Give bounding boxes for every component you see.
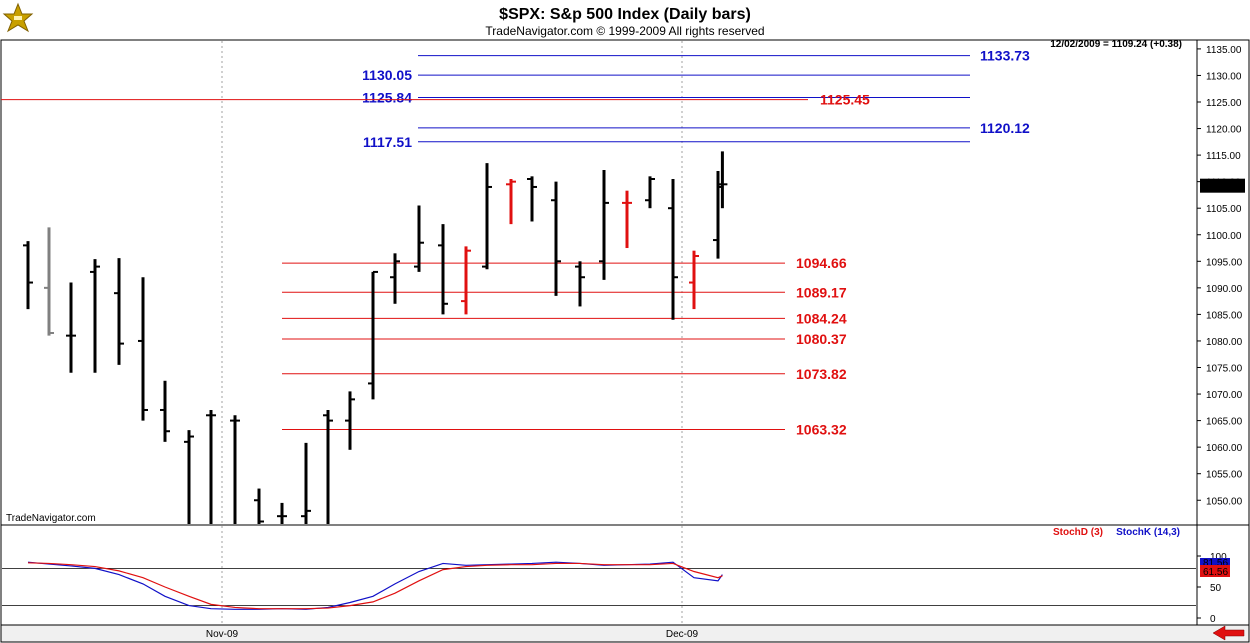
ohlc-bar bbox=[575, 261, 585, 307]
last-price-label: 1109.24 bbox=[1203, 182, 1239, 193]
price-readout: 12/02/2009 = 1109.24 (+0.38) bbox=[1050, 39, 1182, 50]
stoch-axis-tick-label: 0 bbox=[1210, 614, 1216, 625]
ohlc-bar bbox=[461, 246, 471, 315]
ohlc-bar bbox=[645, 176, 655, 209]
price-bars bbox=[23, 151, 728, 524]
price-level-label: 1130.05 bbox=[362, 67, 412, 83]
scroll-left-arrow-icon[interactable] bbox=[1212, 625, 1245, 641]
price-level-label: 1063.32 bbox=[796, 422, 847, 438]
ohlc-bar bbox=[482, 163, 492, 270]
ohlc-bar bbox=[622, 190, 632, 249]
ohlc-bar bbox=[44, 227, 54, 336]
price-axis-tick-label: 1090.00 bbox=[1206, 284, 1243, 295]
ohlc-bar bbox=[414, 205, 424, 272]
price-level-label: 1094.66 bbox=[796, 255, 847, 271]
ohlc-bar bbox=[438, 224, 448, 315]
ohlc-bar bbox=[668, 178, 678, 320]
ohlc-bar bbox=[206, 409, 216, 524]
last-price-marker: 1109.24 bbox=[1200, 178, 1245, 193]
ohlc-bar bbox=[345, 391, 355, 450]
price-axis-panel bbox=[1196, 39, 1250, 526]
date-axis: Nov-09 Dec-09 bbox=[206, 629, 699, 640]
price-axis-tick-label: 1115.00 bbox=[1206, 151, 1241, 162]
ohlc-bar bbox=[66, 282, 76, 373]
price-level-label: 1073.82 bbox=[796, 366, 847, 382]
stochk-value-label: 81.56 bbox=[1203, 558, 1228, 569]
chart-frame bbox=[0, 39, 1198, 526]
price-axis-tick-label: 1095.00 bbox=[1206, 257, 1243, 268]
ohlc-bar bbox=[527, 176, 537, 222]
watermark: TradeNavigator.com bbox=[6, 513, 96, 524]
price-level-label: 1125.84 bbox=[362, 90, 412, 106]
chart-title: $SPX: S&p 500 Index (Daily bars) bbox=[499, 6, 751, 23]
price-axis-tick-label: 1080.00 bbox=[1206, 337, 1243, 348]
price-level-label: 1080.37 bbox=[796, 331, 847, 347]
price-level-label: 1084.24 bbox=[796, 310, 847, 326]
ohlc-bar bbox=[23, 241, 33, 310]
stochd-line bbox=[27, 562, 723, 610]
price-axis-tick-label: 1120.00 bbox=[1206, 125, 1242, 136]
price-axis-tick-label: 1050.00 bbox=[1206, 496, 1243, 507]
price-axis-tick-label: 1055.00 bbox=[1206, 470, 1243, 481]
price-axis-tick-label: 1060.00 bbox=[1206, 443, 1243, 454]
ohlc-bar bbox=[551, 181, 561, 296]
price-level-label: 1125.45 bbox=[820, 92, 870, 108]
price-axis-tick-label: 1085.00 bbox=[1206, 310, 1243, 321]
date-axis-panel bbox=[0, 624, 1250, 643]
stoch-d-legend: StochD (3) bbox=[1053, 527, 1103, 538]
date-gridlines bbox=[221, 41, 683, 624]
stochd-value-label: 61.56 bbox=[1203, 567, 1228, 578]
stochd-value-box bbox=[1200, 565, 1230, 577]
ohlc-bar bbox=[138, 277, 148, 421]
stochk-value-box bbox=[1200, 558, 1230, 567]
ohlc-bar bbox=[506, 178, 516, 225]
price-levels: 1133.73 1130.05 1125.84 1120.12 1117.51 1125.… bbox=[1, 48, 1030, 438]
stoch-frame bbox=[0, 524, 1198, 626]
stoch-axis: 100 50 0 bbox=[1197, 552, 1227, 625]
stoch-axis-tick-label: 100 bbox=[1210, 552, 1227, 563]
ohlc-bar bbox=[230, 415, 240, 524]
date-axis-tick-label: Nov-09 bbox=[206, 629, 239, 640]
last-price-box bbox=[1200, 178, 1245, 193]
date-axis-tick-label: Dec-09 bbox=[666, 629, 699, 640]
price-axis-tick-label: 1135.00 bbox=[1206, 45, 1242, 56]
ohlc-bar bbox=[114, 258, 124, 365]
ohlc-bar bbox=[277, 502, 287, 524]
ohlc-bar bbox=[184, 430, 194, 524]
price-level-label: 1089.17 bbox=[796, 284, 847, 300]
stoch-value-markers: 81.56 61.56 bbox=[1200, 558, 1230, 578]
ohlc-bar bbox=[160, 380, 170, 442]
chart-subtitle: TradeNavigator.com © 1999-2009 All right… bbox=[485, 24, 764, 38]
price-level-label: 1120.12 bbox=[980, 120, 1030, 136]
ohlc-bar bbox=[254, 488, 264, 524]
price-level-label: 1117.51 bbox=[363, 134, 412, 150]
price-axis-tick-label: 1075.00 bbox=[1206, 364, 1243, 375]
price-axis-tick-label: 1065.00 bbox=[1206, 417, 1243, 428]
price-axis-tick-label: 1125.00 bbox=[1206, 98, 1242, 109]
price-axis-tick-label: 1105.00 bbox=[1206, 204, 1242, 215]
ohlc-bar bbox=[368, 270, 378, 400]
stoch-axis-tick-label: 50 bbox=[1210, 583, 1222, 594]
price-axis-tick-label: 1130.00 bbox=[1206, 71, 1242, 82]
price-level-label: 1133.73 bbox=[980, 48, 1030, 64]
ohlc-bar bbox=[689, 250, 699, 310]
ohlc-bar bbox=[323, 409, 333, 524]
ohlc-bar bbox=[390, 253, 400, 304]
ohlc-bar bbox=[301, 442, 311, 524]
trade-navigator-logo-icon[interactable] bbox=[2, 2, 34, 33]
ohlc-bar bbox=[599, 169, 609, 280]
stoch-k-legend: StochK (14,3) bbox=[1116, 527, 1180, 538]
price-axis-tick-label: 1070.00 bbox=[1206, 390, 1243, 401]
price-axis-tick-label: 1100.00 bbox=[1206, 231, 1242, 242]
ohlc-bar bbox=[717, 151, 728, 209]
ohlc-bar bbox=[90, 259, 100, 373]
stochastic-panel: StochD (3) StochK (14,3) bbox=[2, 527, 1196, 610]
